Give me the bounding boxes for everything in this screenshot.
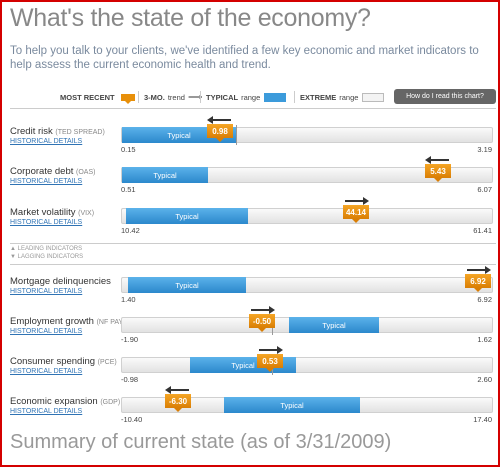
indicator-label: Market volatility (VIX) <box>10 207 94 218</box>
range-min-value: -0.98 <box>121 375 139 384</box>
indicator-label: Economic expansion (GDP) <box>10 396 120 407</box>
indicator-label: Corporate debt (OAS) <box>10 166 95 177</box>
legend-most-recent-label: MOST RECENT <box>60 92 115 102</box>
historical-details-link[interactable]: HISTORICAL DETAILS <box>10 368 83 375</box>
extreme-range-bar: Typical <box>121 167 493 183</box>
legend-trend-label: trend <box>167 92 185 102</box>
historical-details-link[interactable]: HISTORICAL DETAILS <box>10 219 83 226</box>
intro-text: To help you talk to your clients, we've … <box>10 45 479 71</box>
legend-trend-bold: 3-MO. <box>144 92 165 102</box>
range-max-value: 1.62 <box>477 335 492 344</box>
legend-divider <box>138 91 139 103</box>
extreme-range-bar: Typical <box>121 125 493 145</box>
legend-typical: TYPICAL range <box>206 89 287 105</box>
range-max-value: 17.40 <box>473 415 492 424</box>
most-recent-marker[interactable]: -0.50 <box>249 314 275 332</box>
range-min-value: -10.40 <box>121 415 143 424</box>
historical-details-link[interactable]: HISTORICAL DETAILS <box>10 178 83 185</box>
leading-indicators-label: LEADING INDICATORS <box>17 246 83 252</box>
indicator-abbr: (TED SPREAD) <box>55 129 105 136</box>
trend-arrow-right-icon <box>343 197 369 205</box>
midpoint-tick <box>236 125 237 145</box>
chart-legend: MOST RECENT 3-MO. trend ⟶ TYPICAL range … <box>54 89 496 105</box>
most-recent-marker-icon <box>120 93 135 104</box>
indicator-name: Market volatility <box>10 207 76 218</box>
historical-details-link[interactable]: HISTORICAL DETAILS <box>10 288 83 295</box>
most-recent-marker[interactable]: 44.14 <box>343 205 369 223</box>
most-recent-marker[interactable]: 0.98 <box>207 124 233 142</box>
legend-most-recent: MOST RECENT <box>60 89 135 105</box>
indicator-name: Credit risk <box>10 126 53 137</box>
legend-trend: 3-MO. trend ⟶ <box>144 89 202 105</box>
most-recent-marker[interactable]: 6.92 <box>465 274 491 292</box>
most-recent-marker[interactable]: 5.43 <box>425 164 451 182</box>
indicator-abbr: (NF PAY) <box>96 319 126 326</box>
historical-details-link[interactable]: HISTORICAL DETAILS <box>10 328 83 335</box>
trend-arrow-right-icon <box>249 306 275 314</box>
most-recent-marker[interactable]: -6.30 <box>165 394 191 412</box>
legend-typical-bold: TYPICAL <box>206 92 239 102</box>
legend-extreme-bold: EXTREME <box>300 92 337 102</box>
range-max-value: 3.19 <box>477 145 492 154</box>
range-min-value: 0.15 <box>121 145 136 154</box>
trend-arrow-left-icon <box>165 386 191 394</box>
most-recent-marker[interactable]: 0.53 <box>257 354 283 372</box>
trend-arrow-left-icon <box>207 116 233 124</box>
page-title: What's the state of the economy? <box>10 4 371 32</box>
range-min-value: 10.42 <box>121 226 140 235</box>
indicator-name: Economic expansion <box>10 396 98 407</box>
legend-divider-line <box>10 108 496 109</box>
legend-divider <box>294 91 295 103</box>
range-max-value: 2.60 <box>477 375 492 384</box>
indicator-label: Consumer spending (PCE) <box>10 356 117 367</box>
extreme-range-bar: Typical <box>121 208 493 224</box>
range-min-value: 1.40 <box>121 295 136 304</box>
indicator-label: Mortgage delinquencies <box>10 276 111 287</box>
typical-range-bar: Typical <box>122 167 208 183</box>
arrow-right-icon: ⟶ <box>187 91 203 103</box>
extreme-range-bar: Typical <box>121 355 493 375</box>
range-max-value: 6.07 <box>477 185 492 194</box>
typical-range-bar: Typical <box>128 277 246 293</box>
legend-extreme-label: range <box>339 92 359 102</box>
historical-details-link[interactable]: HISTORICAL DETAILS <box>10 138 83 145</box>
indicator-abbr: (GDP) <box>100 399 121 406</box>
typical-range-bar: Typical <box>289 317 379 333</box>
range-max-value: 61.41 <box>473 226 492 235</box>
indicator-name: Mortgage delinquencies <box>10 276 111 287</box>
range-min-value: -1.90 <box>121 335 139 344</box>
extreme-range-swatch-icon <box>362 92 385 102</box>
range-min-value: 0.51 <box>121 185 136 194</box>
indicator-name: Employment growth <box>10 316 94 327</box>
indicator-abbr: (VIX) <box>78 210 95 217</box>
legend-typical-label: range <box>241 92 261 102</box>
lagging-indicators-tag: ▼ LAGGING INDICATORS <box>10 254 84 260</box>
extreme-range-bar: Typical <box>121 277 493 293</box>
section-divider <box>10 264 496 265</box>
typical-range-swatch-icon <box>264 92 287 102</box>
range-max-value: 6.92 <box>477 295 492 304</box>
typical-range-bar: Typical <box>224 397 360 413</box>
indicator-label: Employment growth (NF PAY) <box>10 316 126 327</box>
legend-divider <box>200 91 201 103</box>
indicator-name: Corporate debt <box>10 166 74 177</box>
typical-range-bar: Typical <box>126 208 248 224</box>
indicator-abbr: (OAS) <box>76 169 96 176</box>
extreme-range-bar: Typical <box>121 315 493 335</box>
how-to-read-button[interactable]: How do I read this chart? <box>394 89 496 104</box>
indicator-name: Consumer spending <box>10 356 96 367</box>
lagging-indicators-label: LAGGING INDICATORS <box>17 254 84 260</box>
summary-heading: Summary of current state (as of 3/31/200… <box>10 431 392 453</box>
indicator-label: Credit risk (TED SPREAD) <box>10 126 105 137</box>
trend-arrow-right-icon <box>257 346 283 354</box>
leading-indicators-tag: ▲ LEADING INDICATORS <box>10 246 83 252</box>
historical-details-link[interactable]: HISTORICAL DETAILS <box>10 408 83 415</box>
legend-extreme: EXTREME range <box>300 89 385 105</box>
indicator-abbr: (PCE) <box>97 359 117 366</box>
section-divider <box>10 243 496 244</box>
trend-arrow-right-icon <box>465 266 491 274</box>
extreme-range-bar: Typical <box>121 397 493 413</box>
trend-arrow-left-icon <box>425 156 451 164</box>
